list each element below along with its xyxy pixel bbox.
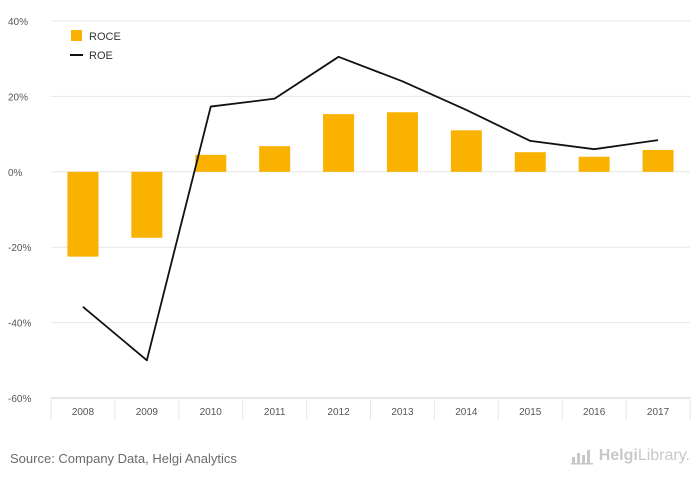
legend-label-roce: ROCE: [89, 31, 121, 43]
x-tick-label: 2008: [72, 407, 95, 418]
x-axis: 2008 2009 2010 2011 2012 2013 2014 2015 2016 2017: [50, 397, 691, 420]
y-tick-label: 0%: [8, 168, 23, 179]
x-tick-label: 2014: [455, 407, 478, 418]
x-tick-label: 2013: [391, 407, 414, 418]
roce-bar: [386, 112, 418, 172]
y-tick-label: 20%: [8, 92, 28, 103]
x-tick-label: 2009: [136, 407, 159, 418]
helgi-library-logo: HelgiLibrary.: [570, 447, 690, 465]
x-tick-label: 2010: [200, 407, 223, 418]
roce-bar: [642, 149, 674, 172]
legend-label-roe: ROE: [89, 50, 113, 62]
y-axis-labels: 40% 20% 0% -20% -40% -60%: [8, 17, 31, 405]
legend: ROCE ROE: [70, 30, 121, 62]
roce-bar: [323, 114, 355, 172]
x-tick-label: 2015: [519, 407, 542, 418]
roe-line: [82, 55, 659, 362]
x-tick-label: 2012: [327, 407, 350, 418]
combo-chart: 40% 20% 0% -20% -40% -60% 2008 2009 2010 2011 201…: [8, 17, 691, 420]
x-tick-label: 2016: [583, 407, 606, 418]
y-tick-label: 40%: [8, 17, 28, 28]
roce-bar: [195, 154, 227, 172]
roce-bar: [131, 171, 163, 238]
legend-swatch-roce: [71, 30, 82, 41]
y-tick-label: -40%: [8, 319, 31, 330]
brand-prefix: Helgi: [598, 447, 638, 464]
roce-bar: [578, 156, 610, 172]
x-tick-label: 2017: [647, 407, 670, 418]
roce-bars: [67, 112, 674, 257]
chart-logo-icon: [570, 450, 593, 465]
source-note: Source: Company Data, Helgi Analytics: [10, 451, 237, 466]
roe-series-line: [82, 55, 659, 362]
roce-bar: [514, 152, 546, 172]
y-tick-label: -60%: [8, 394, 31, 405]
x-tick-label: 2011: [264, 407, 286, 418]
footer: Source: Company Data, Helgi Analytics He…: [0, 436, 700, 483]
roce-bar: [259, 146, 291, 172]
roce-bar: [67, 171, 99, 257]
y-tick-label: -20%: [8, 243, 31, 254]
roce-bar: [450, 130, 482, 172]
brand-suffix: Library.: [637, 447, 690, 464]
